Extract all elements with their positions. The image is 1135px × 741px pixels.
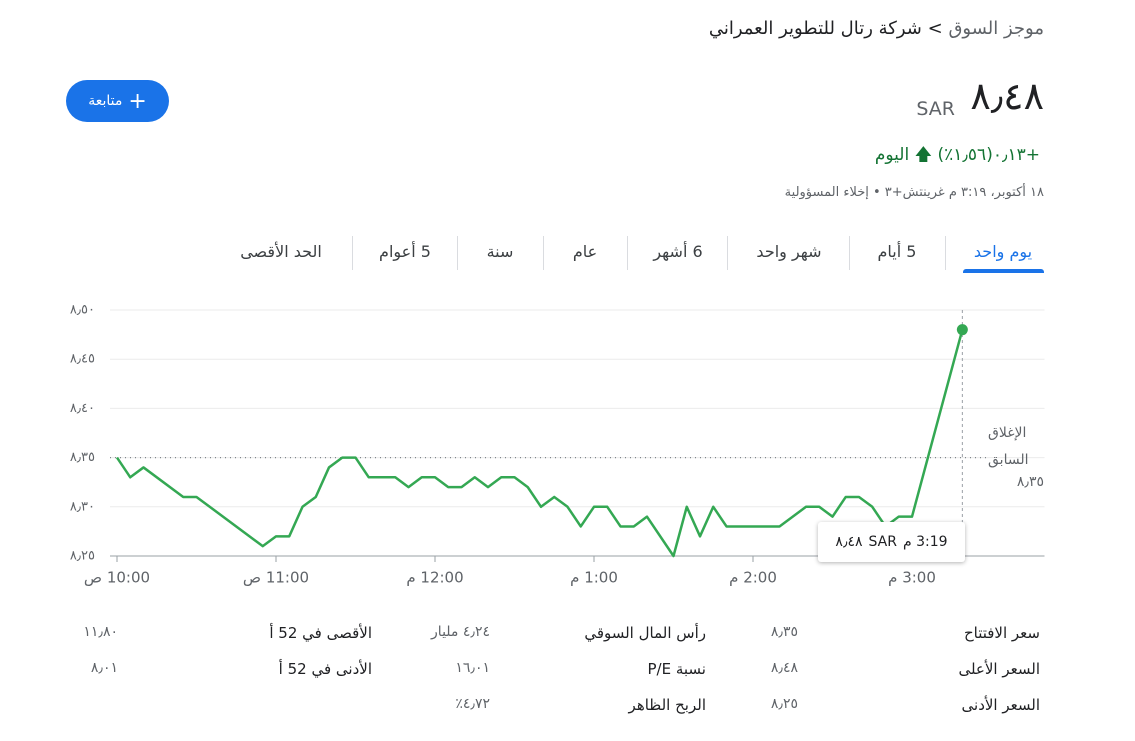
company-name: شركة رتال للتطوير العمراني [708,18,922,39]
y-tick-label: ٨٫٢٥ [70,549,95,564]
tooltip-price: ٨٫٤٨ [835,534,863,550]
stat-value: ٨٫٠١ [90,660,118,676]
tab[interactable]: عام [572,242,598,261]
stat-value: ٨٫٣٥ [770,624,798,640]
up-arrow: 🡅 [914,145,933,165]
price: ٨٫٤٨ [970,74,1044,118]
change-percent: (١٫٥٦٪) [937,145,993,165]
tab-separator [352,236,353,270]
tab-separator [945,236,946,270]
x-tick-label: 2:00 م [729,569,777,587]
tab-separator [849,236,850,270]
price-line [115,329,964,558]
change: +٠٫١٣(١٫٥٦٪) 🡅 اليوم [875,142,1040,171]
y-tick-label: ٨٫٣٠ [70,499,95,514]
y-tick-label: ٨٫٤٥ [70,352,95,367]
stat-label: الأدنى في 52 أ [278,660,372,678]
stat-label: سعر الافتتاح [963,624,1040,642]
y-tick-label: ٨٫٥٠ [70,303,95,318]
tooltip-currency: SAR [868,534,897,550]
stat-label: السعر الأدنى [961,696,1040,714]
follow-label: متابعة [88,93,123,109]
disclaimer[interactable]: إخلاء المسؤولية [784,185,869,200]
x-tick-label: 1:00 م [570,569,618,587]
x-tick-label: 10:00 ص [84,569,150,587]
stat-value: ١١٫٨٠ [83,624,118,640]
tooltip: ٨٫٤٨ SAR 3:19 م [818,522,965,562]
tab[interactable]: 5 أعوام [379,242,431,261]
breadcrumb: موجز السوق > شركة رتال للتطوير العمراني [709,18,1044,39]
plus-icon: + [128,88,147,114]
y-tick-label: ٨٫٤٠ [70,401,95,416]
breadcrumb-separator: > [927,18,943,39]
tab[interactable]: الحد الأقصى [240,242,322,261]
stat-label: الربح الظاهر [628,696,706,714]
change-period: اليوم [874,145,910,165]
timestamp: ١٨ أكتوبر، ٣:١٩ م غرينتش+٣ • إخلاء المسؤ… [785,185,1044,200]
last-point [956,324,968,336]
active-tab-underline [963,269,1044,273]
stat-label: السعر الأعلى [958,660,1040,678]
breadcrumb-root[interactable]: موجز السوق [948,18,1044,39]
stat-value: ٤٫٢٤ مليار [431,624,490,640]
stat-value: ١٦٫٠١ [455,660,490,676]
stat-value: ٤٫٧٢٪ [455,696,490,712]
previous-close-value: ٨٫٣٥ [1016,474,1044,490]
change-value: +٠٫١٣ [992,145,1040,165]
stat-label: رأس المال السوقي [584,624,706,642]
x-tick-label: 3:00 م [888,569,936,587]
tab-separator [457,236,458,270]
follow-button[interactable]: + متابعة [66,80,169,122]
tab[interactable]: سنة [486,242,514,261]
tab[interactable]: شهر واحد [756,242,822,261]
tab[interactable]: يوم واحد [973,242,1033,261]
timestamp-text: ١٨ أكتوبر، ٣:١٩ م غرينتش+٣ • [868,185,1044,200]
tab[interactable]: 5 أيام [877,242,917,261]
previous-close-text: الإغلاق السابق [988,425,1029,468]
currency: SAR [916,98,955,120]
stat-label: نسبة P/E [647,660,706,678]
stat-label: الأقصى في 52 أ [269,624,372,642]
tab[interactable]: 6 أشهر [653,242,703,261]
x-tick-label: 11:00 ص [243,569,309,587]
stat-value: ٨٫٢٥ [770,696,798,712]
y-tick-label: ٨٫٣٥ [70,450,95,465]
tab-separator [627,236,628,270]
tab-separator [727,236,728,270]
tooltip-time: 3:19 م [902,534,948,550]
x-tick-label: 12:00 م [406,569,463,587]
stat-value: ٨٫٤٨ [770,660,798,676]
tab-separator [543,236,544,270]
